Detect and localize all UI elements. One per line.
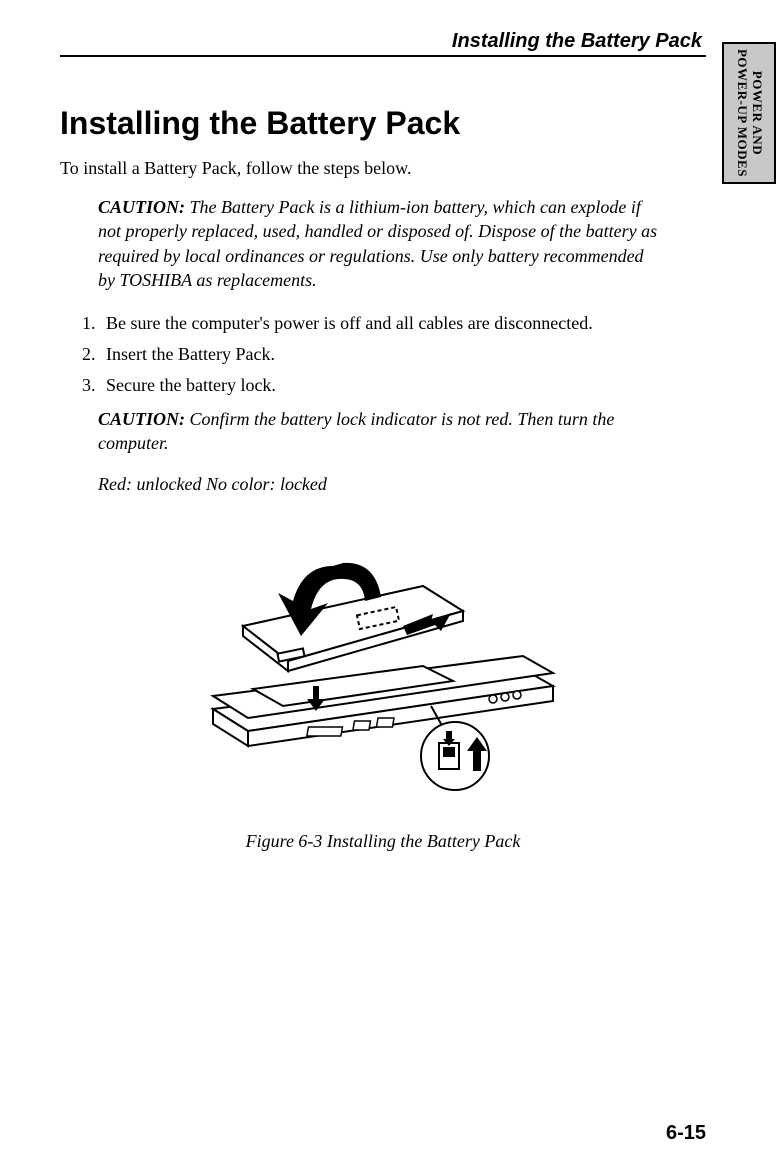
- section-tab-line2: POWER-UP MODES: [734, 49, 749, 177]
- caution-label: CAUTION:: [98, 409, 185, 429]
- intro-text: To install a Battery Pack, follow the st…: [60, 158, 706, 179]
- figure-caption: Figure 6-3 Installing the Battery Pack: [60, 831, 706, 852]
- indicator-legend: Red: unlocked No color: locked: [98, 474, 706, 495]
- page-header: Installing the Battery Pack: [60, 30, 706, 57]
- caution-block-1: CAUTION: The Battery Pack is a lithium-i…: [98, 195, 658, 292]
- header-rule: [60, 55, 706, 57]
- section-tab: POWER AND POWER-UP MODES: [722, 42, 776, 184]
- battery-install-illustration: [193, 531, 573, 791]
- page-number: 6-15: [666, 1122, 706, 1145]
- caution-block-2: CAUTION: Confirm the battery lock indica…: [98, 407, 658, 456]
- step-item: Secure the battery lock.: [100, 372, 706, 399]
- step-item: Be sure the computer's power is off and …: [100, 310, 706, 337]
- figure: Figure 6-3 Installing the Battery Pack: [60, 531, 706, 852]
- caution-label: CAUTION:: [98, 197, 185, 217]
- steps-list: Be sure the computer's power is off and …: [82, 310, 706, 399]
- section-tab-line1: POWER AND: [749, 49, 764, 177]
- page-title: Installing the Battery Pack: [60, 105, 706, 142]
- step-item: Insert the Battery Pack.: [100, 341, 706, 368]
- running-title: Installing the Battery Pack: [60, 30, 706, 53]
